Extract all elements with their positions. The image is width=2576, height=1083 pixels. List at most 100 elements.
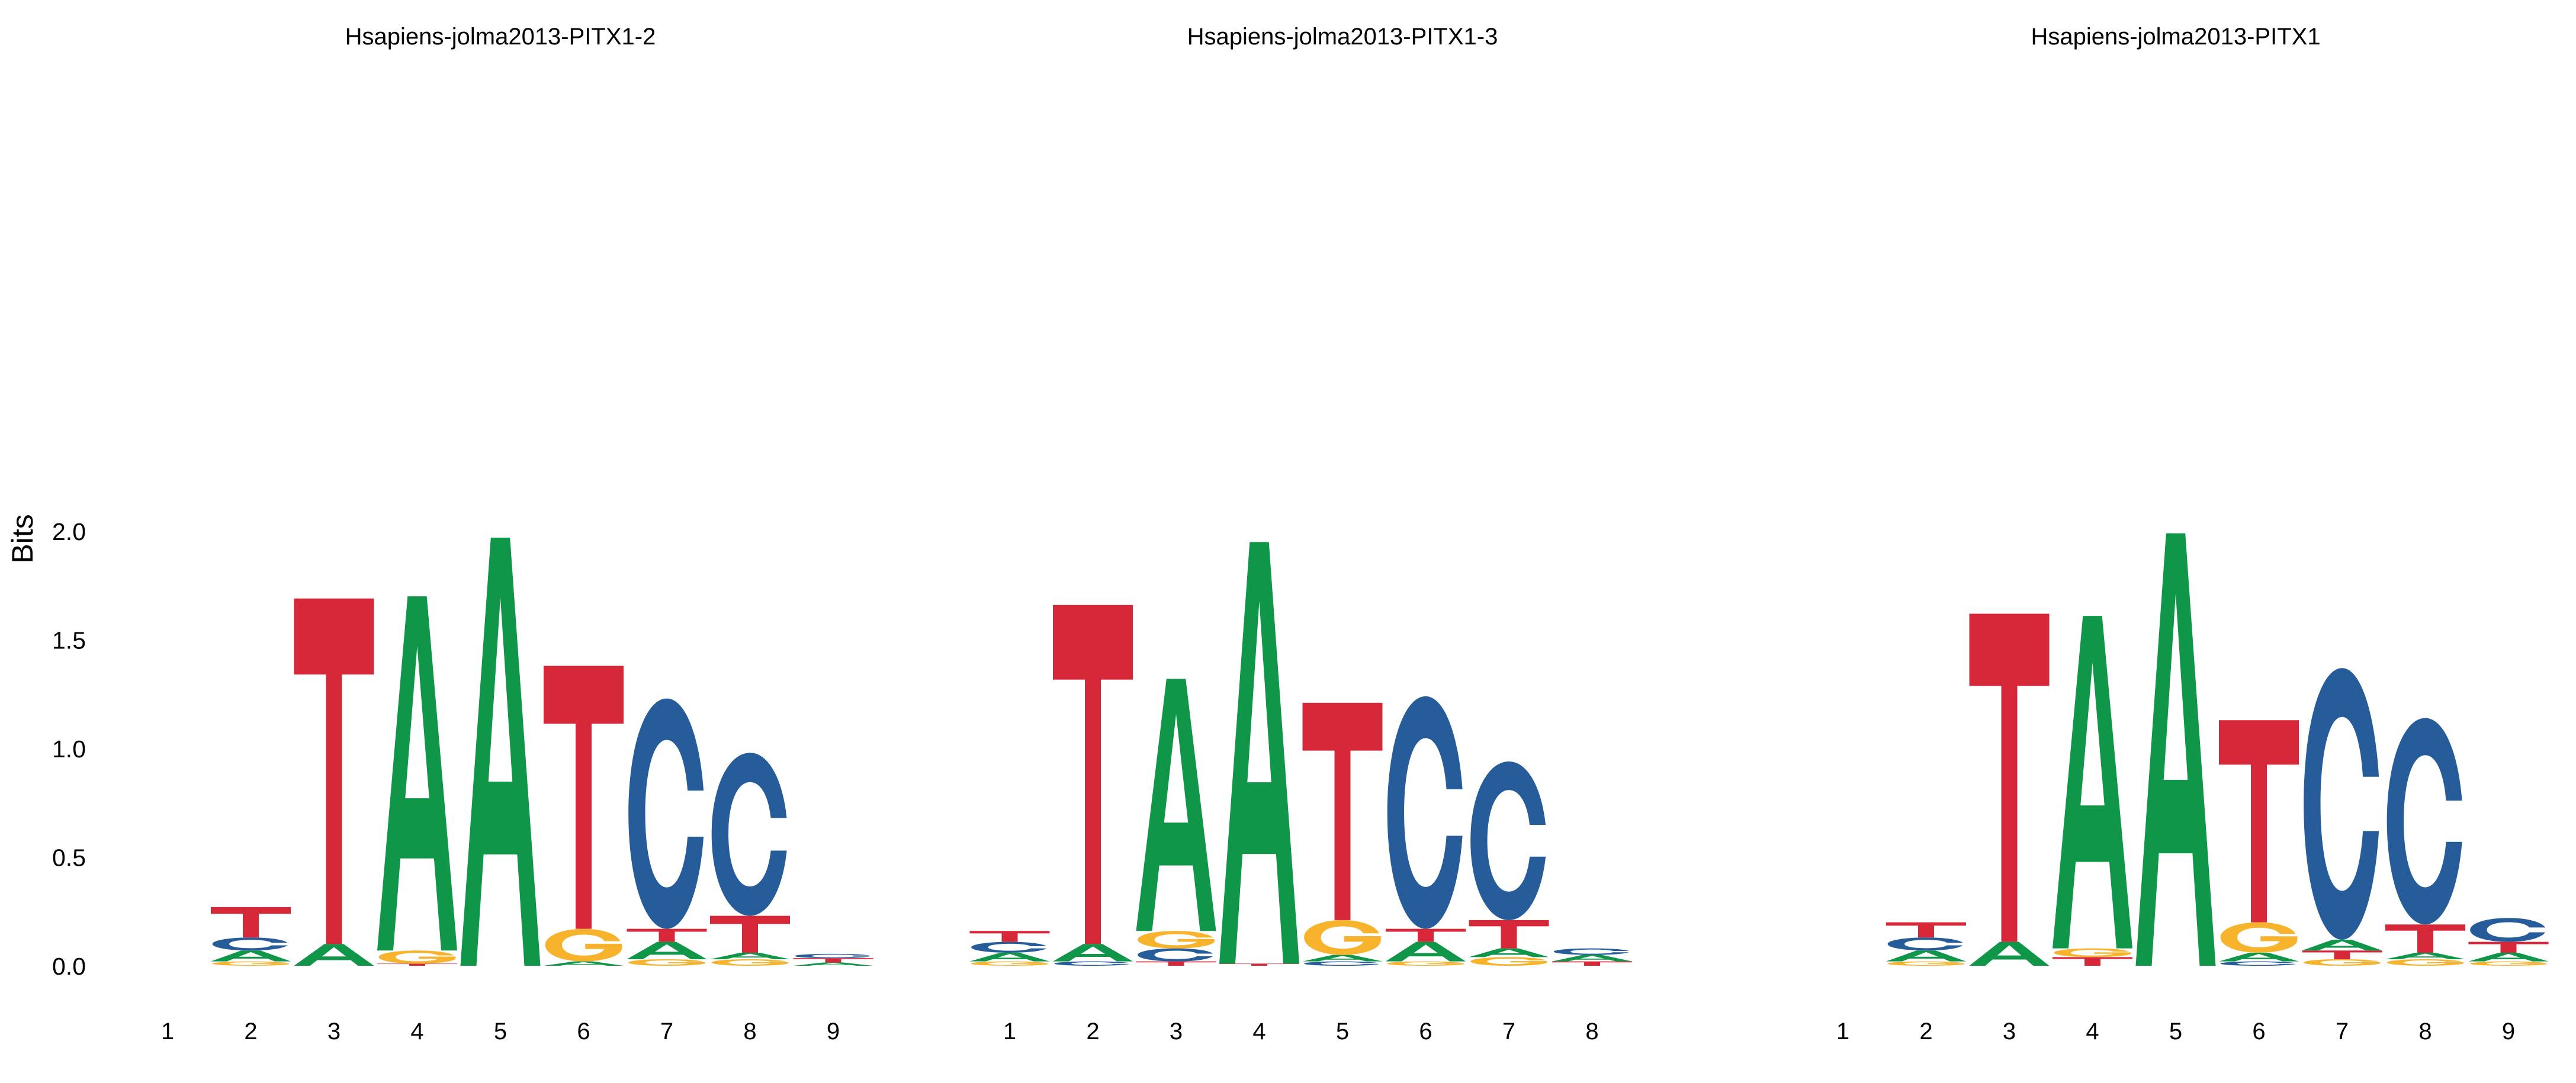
logo-letter-A — [460, 538, 541, 966]
logo-letter-A — [1552, 955, 1632, 962]
position-label: 7 — [660, 1018, 673, 1045]
logo-letter-G — [1138, 931, 1215, 949]
logo-letter-G — [628, 959, 705, 966]
logo-letter-C — [711, 753, 787, 916]
logo-letter-C — [2220, 961, 2296, 966]
logo-letter-G — [711, 959, 789, 966]
y-tick-label: 1.0 — [52, 735, 86, 763]
position-label: 6 — [1419, 1018, 1432, 1045]
logo-letter-C — [2304, 668, 2379, 940]
logo-letter-A — [1386, 941, 1466, 962]
position-label: 8 — [743, 1018, 756, 1045]
logo-letter-A — [2302, 939, 2382, 951]
logo-letter-T — [544, 666, 624, 929]
y-tick-label: 2.0 — [52, 518, 86, 545]
logo-letter-T — [1969, 613, 2050, 942]
logo-letter-C — [628, 698, 704, 929]
panel-title: Hsapiens-jolma2013-PITX1-3 — [1187, 24, 1498, 50]
logo-letter-C — [2470, 918, 2546, 942]
logo-letter-T — [969, 931, 1050, 942]
logo-letter-A — [1219, 542, 1299, 964]
logo-letter-C — [2387, 718, 2462, 925]
logo-letter-C — [1304, 961, 1380, 966]
logo-letter-T — [211, 907, 291, 938]
position-label: 7 — [2336, 1018, 2349, 1045]
position-label: 6 — [577, 1018, 590, 1045]
logo-letter-T — [294, 598, 374, 944]
logo-letter-G — [2470, 961, 2547, 966]
logo-letter-T — [1386, 928, 1466, 942]
logo-letter-T — [710, 915, 790, 953]
logo-letter-A — [2053, 616, 2132, 949]
position-label: 7 — [1502, 1018, 1515, 1045]
position-label: 8 — [1585, 1018, 1598, 1045]
y-tick-label: 0.5 — [52, 844, 86, 872]
logo-letter-A — [544, 961, 624, 966]
logo-letter-T — [1886, 922, 1966, 938]
logo-letter-C — [971, 941, 1047, 953]
logo-letter-A — [211, 950, 291, 962]
logo-letter-A — [710, 952, 790, 959]
y-tick-label: 1.5 — [52, 627, 86, 654]
position-label: 3 — [2003, 1018, 2016, 1045]
logo-letter-A — [1136, 679, 1216, 931]
logo-letter-T — [377, 963, 457, 966]
logo-letter-T — [2468, 941, 2549, 953]
position-label: 4 — [2086, 1018, 2099, 1045]
logo-letter-A — [627, 941, 707, 959]
logo-letter-T — [793, 958, 873, 963]
y-tick-label: 0.0 — [52, 953, 86, 980]
position-label: 3 — [1170, 1018, 1183, 1045]
y-axis: 0.0 0.5 1.0 1.5 2.0 — [52, 518, 86, 980]
logo-letter-T — [2385, 924, 2465, 953]
position-label: 8 — [2418, 1018, 2432, 1045]
logo-letter-G — [2304, 959, 2381, 966]
logo-panel: Hsapiens-jolma2013-PITX1 1 2 3 4 5 6 7 8 9 — [1836, 24, 2549, 1045]
position-label: 3 — [327, 1018, 341, 1045]
logo-letter-C — [1553, 948, 1629, 955]
logo-letter-G — [1887, 961, 1965, 966]
logo-letter-T — [1219, 963, 1299, 966]
logo-letter-A — [1886, 950, 1966, 962]
position-label: 4 — [1252, 1018, 1265, 1045]
logo-letter-C — [1054, 961, 1130, 966]
logo-letter-G — [2387, 959, 2464, 966]
logo-letter-G — [1470, 957, 1547, 966]
logo-letter-G — [545, 928, 622, 962]
logo-letter-A — [1302, 955, 1383, 962]
logo-letter-G — [378, 950, 456, 964]
position-label: 6 — [2252, 1018, 2265, 1045]
logo-letter-A — [2135, 533, 2216, 966]
logo-letter-T — [627, 928, 707, 942]
logo-letter-T — [1053, 605, 1133, 944]
logo-letter-G — [971, 961, 1048, 966]
logo-letter-C — [1138, 948, 1213, 962]
panel-title: Hsapiens-jolma2013-PITX1 — [2031, 24, 2320, 50]
logo-letter-A — [2385, 952, 2465, 959]
logo-letter-G — [2220, 922, 2298, 953]
position-label: 4 — [410, 1018, 423, 1045]
position-label: 1 — [1836, 1018, 1849, 1045]
logo-letter-C — [1887, 937, 1963, 951]
logo-panel: Hsapiens-jolma2013-PITX1-2 1 2 3 4 5 6 7 8 9 — [161, 24, 873, 1045]
logo-letter-G — [2054, 948, 2131, 957]
position-label: 2 — [244, 1018, 257, 1045]
logo-letter-C — [795, 953, 871, 959]
position-label: 9 — [2502, 1018, 2515, 1045]
logo-letter-T — [1469, 920, 1549, 949]
logo-letter-C — [212, 937, 288, 951]
logo-panels: Hsapiens-jolma2013-PITX1-21 2 3 4 5 6 7 8 9Hsapi… — [161, 24, 2549, 1045]
position-label: 5 — [2169, 1018, 2182, 1045]
logo-letter-T — [2219, 720, 2299, 923]
logo-letter-T — [2302, 950, 2382, 959]
position-label: 1 — [1003, 1018, 1016, 1045]
position-label: 1 — [161, 1018, 174, 1045]
logo-letter-G — [1304, 920, 1381, 955]
logo-letter-A — [2468, 952, 2549, 962]
logo-letter-A — [294, 944, 374, 966]
logo-letter-A — [2219, 952, 2299, 962]
logo-letter-A — [1053, 944, 1133, 962]
logo-letter-A — [969, 952, 1050, 962]
y-axis-label: Bits — [6, 514, 39, 563]
